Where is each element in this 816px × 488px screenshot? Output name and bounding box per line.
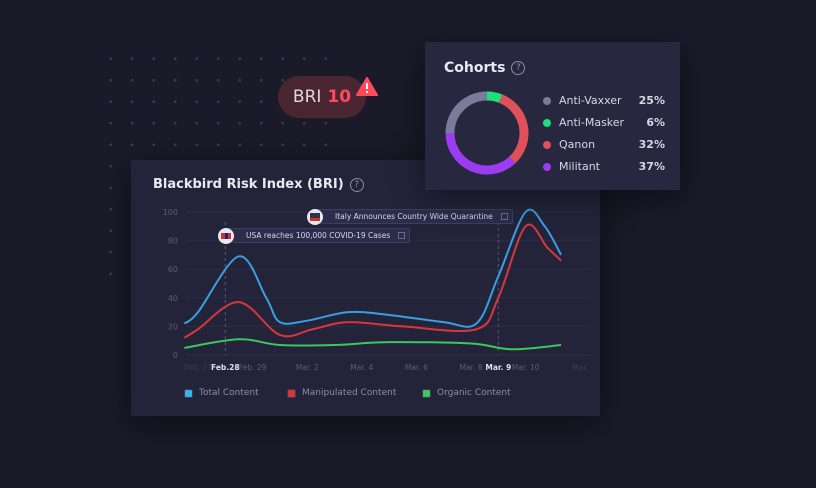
y-tick-label: 20 — [168, 322, 178, 331]
y-tick-label: 100 — [163, 208, 178, 217]
x-tick-label: Mar. 9 — [485, 363, 511, 372]
series-line-manipulated-content — [183, 223, 562, 339]
legend-organic-content[interactable]: Organic Content — [422, 388, 511, 398]
cohorts-title: Cohorts — [444, 60, 506, 76]
series-line-total-content — [183, 208, 562, 328]
x-tick-label: Feb. 29 — [239, 363, 267, 372]
bri-value: 10 — [327, 87, 352, 107]
line-chart: 0 20 40 60 80 100 Feb. 27 Feb.28 Feb. 29 Mar. 2 Ma… — [163, 208, 591, 372]
cohorts-panel: Cohorts ? Anti-Vaxxer 25% Anti-Masker 6% Q… — [425, 42, 680, 190]
help-icon[interactable]: ? — [349, 177, 364, 192]
cohort-qanon: Qanon 32% — [543, 138, 665, 151]
annotation-italy[interactable]: Italy Announces Country Wide Quarantine — [307, 209, 513, 225]
x-tick-label: Mar. — [572, 363, 588, 372]
x-tick-label: Mar. 2 — [296, 363, 319, 372]
legend-manipulated-content[interactable]: Manipulated Content — [287, 388, 396, 398]
x-tick-label: Mar. 6 — [405, 363, 428, 372]
cohort-militant: Militant 37% — [543, 160, 665, 173]
external-link-icon[interactable] — [398, 232, 406, 239]
x-tick-label: Feb. 27 — [184, 363, 212, 372]
annotation-usa[interactable]: USA reaches 100,000 COVID-19 Cases — [218, 228, 411, 244]
news-logo-icon — [218, 228, 234, 244]
x-tick-label: Mar. 10 — [512, 363, 540, 372]
annotation-text: USA reaches 100,000 COVID-19 Cases — [246, 231, 391, 240]
external-link-icon[interactable] — [500, 213, 508, 220]
series-line-organic-content — [184, 338, 562, 351]
donut-slice-militant — [445, 132, 516, 175]
donut-slice-anti-masker — [486, 91, 503, 103]
bri-chart-panel: Blackbird Risk Index (BRI) ? 0 20 40 60 80 10… — [131, 160, 600, 416]
annotation-text: Italy Announces Country Wide Quarantine — [335, 212, 493, 221]
y-tick-label: 40 — [168, 294, 178, 303]
y-tick-label: 60 — [168, 265, 178, 274]
x-tick-label: Mar. 8 — [459, 363, 482, 372]
y-tick-label: 0 — [173, 351, 178, 360]
donut-slice-anti-vaxxer — [445, 91, 488, 134]
bri-label: BRI — [292, 87, 322, 107]
cohorts-donut-chart — [445, 91, 529, 175]
donut-slice-qanon — [498, 94, 529, 164]
x-tick-label: Feb.28 — [211, 363, 240, 372]
cohort-anti-vaxxer: Anti-Vaxxer 25% — [543, 94, 665, 107]
cohorts-title-row: Cohorts ? — [444, 60, 526, 76]
chart-title-row: Blackbird Risk Index (BRI) ? — [153, 177, 364, 192]
x-tick-label: Mar. 4 — [350, 363, 373, 372]
warning-triangle-icon — [356, 77, 378, 96]
legend-total-content[interactable]: Total Content — [184, 388, 259, 398]
news-logo-icon — [307, 209, 323, 225]
chart-title: Blackbird Risk Index (BRI) — [153, 177, 344, 192]
help-icon[interactable]: ? — [511, 61, 526, 75]
bri-badge: BRI 10 — [278, 76, 366, 118]
cohort-anti-masker: Anti-Masker 6% — [543, 116, 665, 129]
y-tick-label: 80 — [168, 237, 178, 246]
